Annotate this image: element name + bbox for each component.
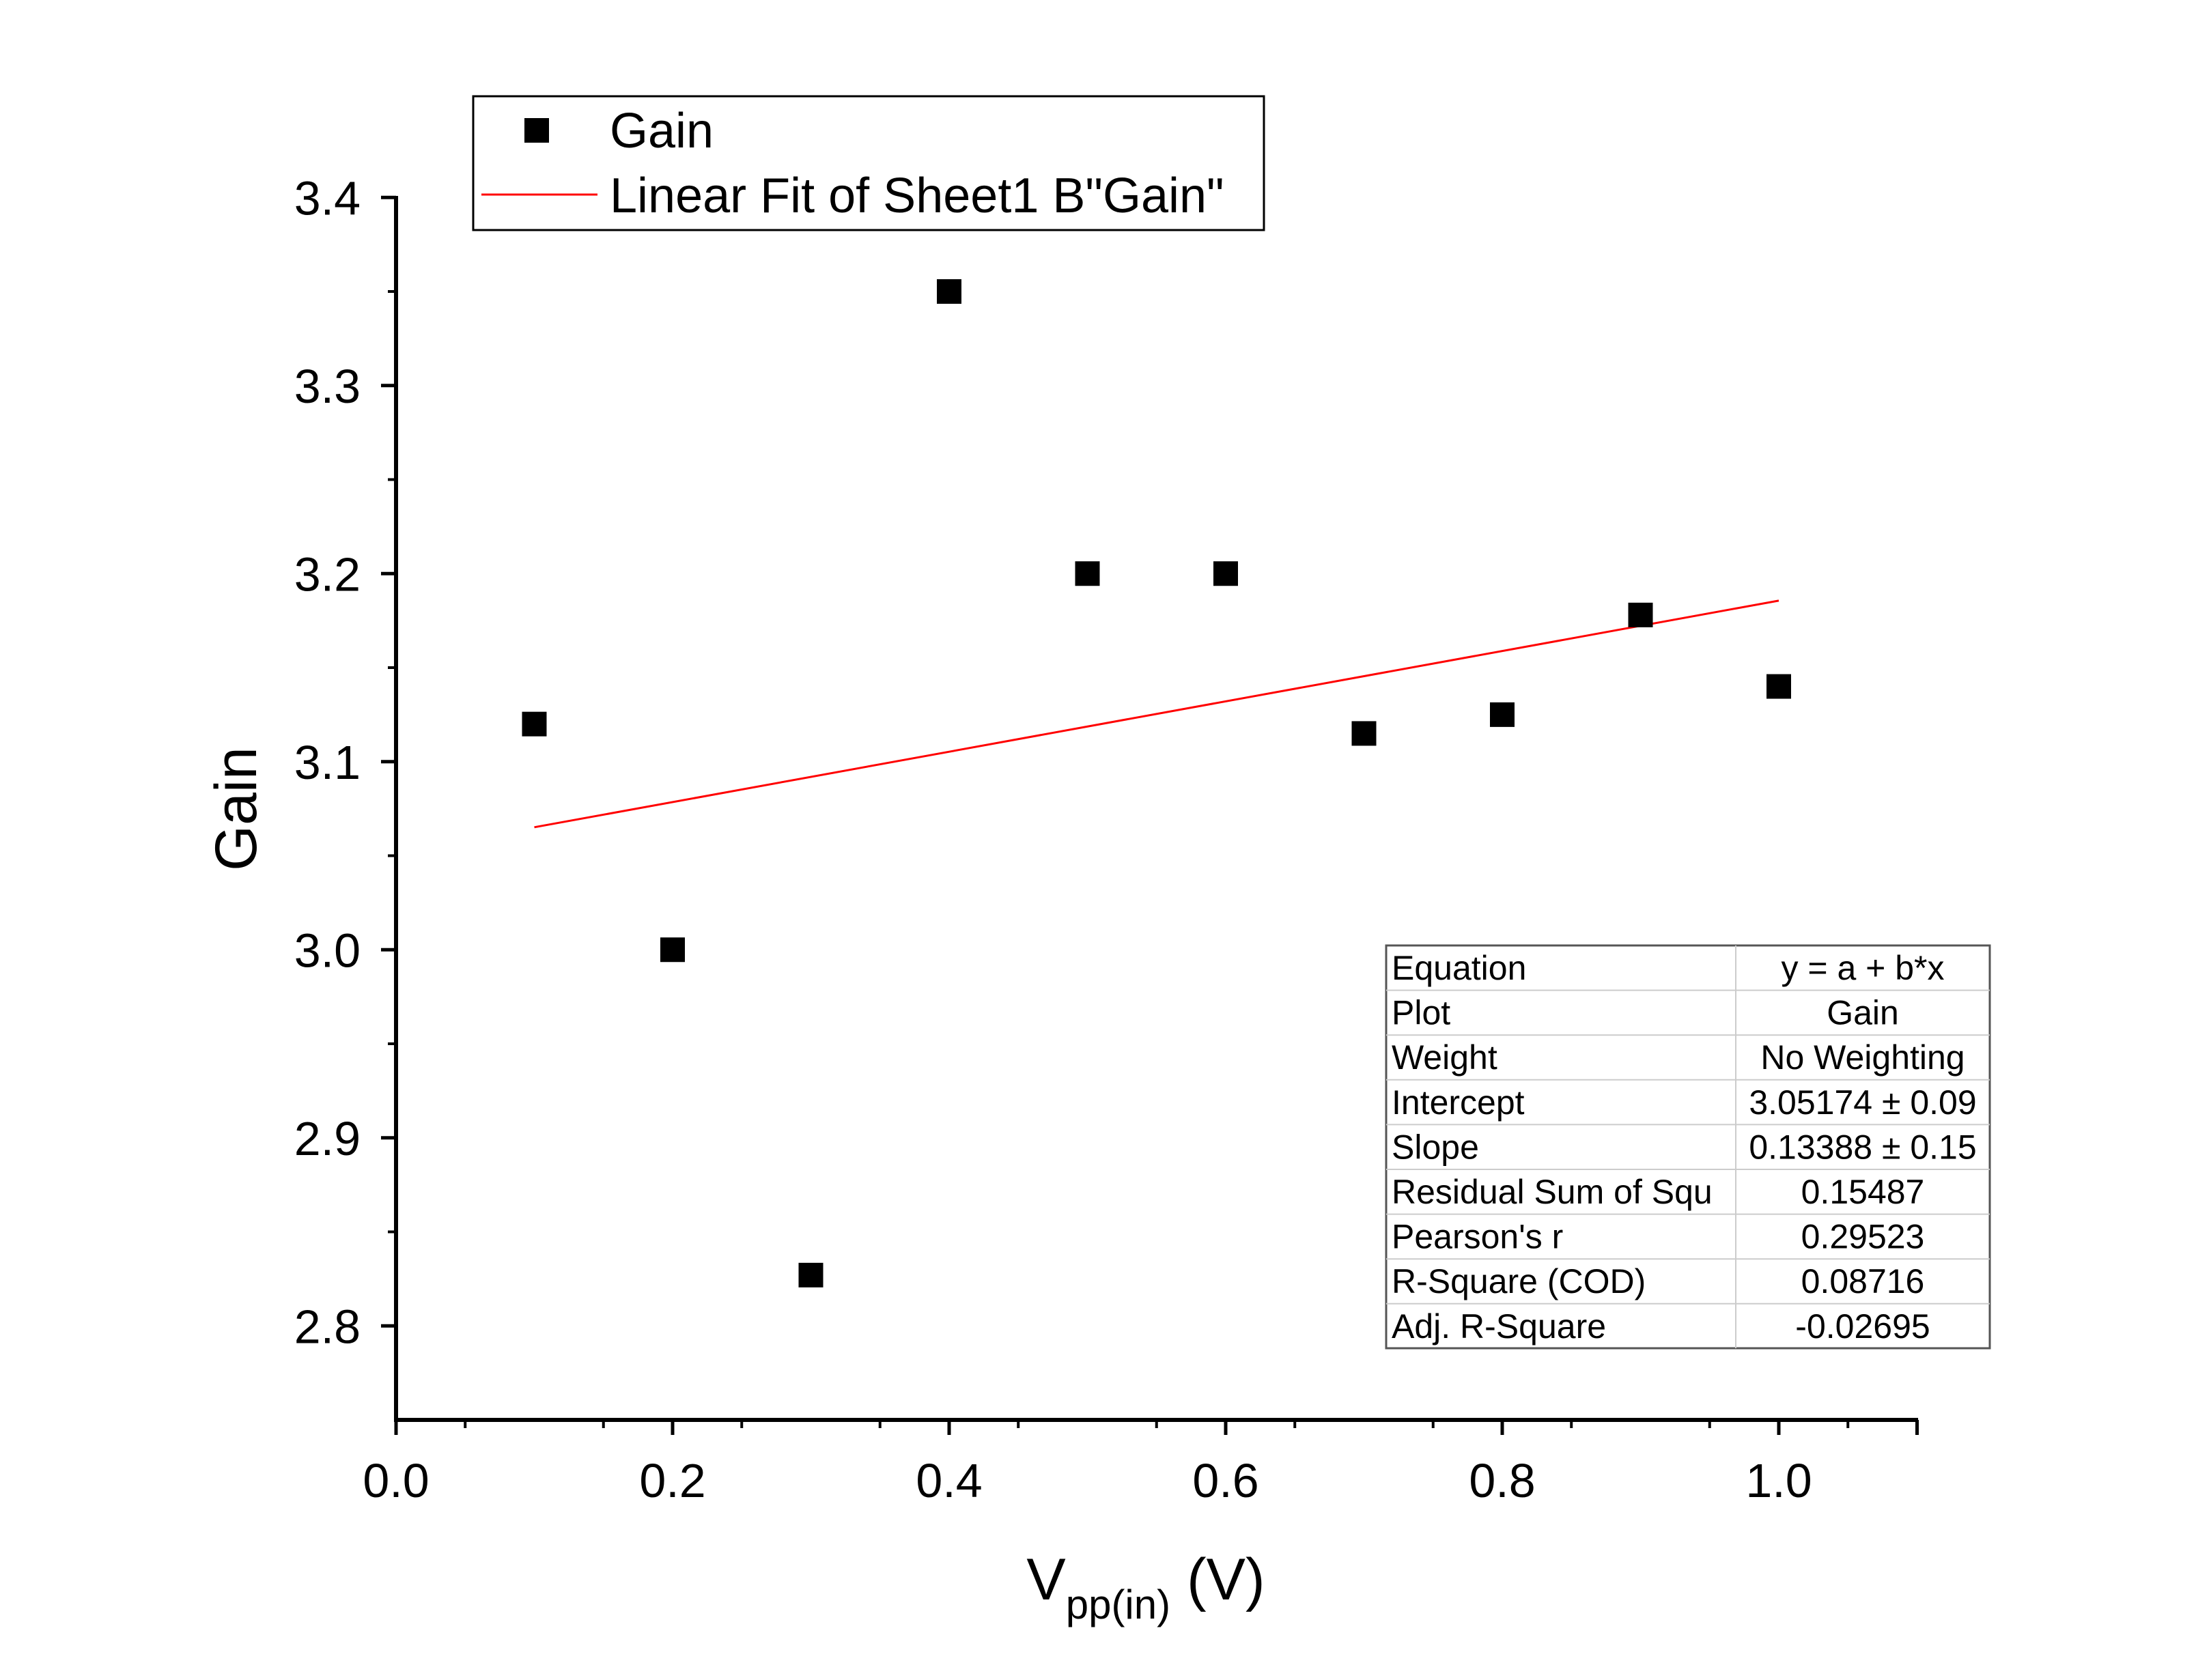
legend-box (472, 95, 1265, 231)
y-tick-label: 3.3 (294, 360, 361, 413)
stats-table-border (1385, 944, 1991, 1350)
data-point (937, 279, 961, 304)
data-point (1628, 602, 1653, 627)
y-ticks: 2.8 2.9 3.0 3.1 3.2 3.3 3.4 (294, 171, 396, 1353)
legend-marker-gain (524, 118, 549, 143)
stats-row-value: 0.08716 (1801, 1262, 1925, 1300)
data-points (522, 279, 1791, 1287)
data-point (1075, 561, 1100, 586)
linear-fit-line (534, 599, 1779, 829)
y-tick-label: 3.1 (294, 736, 361, 789)
stats-row-value: y = a + b*x (1781, 949, 1944, 987)
stats-table-rows: Equation y = a + b*x Plot Gain Weight No Weig… (1386, 949, 1990, 1346)
stats-row-label: Slope (1392, 1128, 1479, 1166)
stats-row-label: Intercept (1392, 1083, 1525, 1122)
y-tick-label: 3.4 (294, 171, 361, 225)
x-axis-title-unit: (V) (1170, 1547, 1265, 1612)
y-tick-label: 3.0 (294, 924, 361, 977)
stats-row-value: 3.05174 ± 0.09 (1749, 1083, 1976, 1122)
data-point (660, 937, 685, 963)
legend-label-gain: Gain (610, 104, 714, 158)
data-point (1213, 561, 1238, 586)
stats-row-label: Adj. R-Square (1392, 1307, 1606, 1346)
stats-row-label: R-Square (COD) (1392, 1262, 1646, 1300)
x-axis-title-subscript: pp(in) (1066, 1582, 1170, 1627)
legend: Gain Linear Fit of Sheet1 B"Gain" (472, 95, 1265, 231)
x-tick-label: 0.4 (916, 1454, 982, 1507)
stats-row-label: Equation (1392, 949, 1526, 987)
y-axis-title: Gain (203, 747, 269, 871)
fit-statistics-table: Equation y = a + b*x Plot Gain Weight No Weig… (1385, 944, 1991, 1350)
x-ticks: 0.0 0.2 0.4 0.6 0.8 1.0 (363, 1420, 1919, 1507)
stats-row-value: 0.29523 (1801, 1218, 1925, 1256)
data-point (522, 711, 547, 737)
fit-layer (534, 599, 1779, 829)
data-point (1766, 674, 1791, 699)
x-tick-label: 0.8 (1469, 1454, 1535, 1507)
y-tick-label: 3.2 (294, 547, 361, 601)
stats-row-value: 0.15487 (1801, 1173, 1925, 1211)
y-tick-label: 2.9 (294, 1112, 361, 1165)
x-tick-label: 0.2 (639, 1454, 705, 1507)
data-point (798, 1262, 824, 1287)
stats-row-value: No Weighting (1760, 1038, 1965, 1077)
x-tick-label: 1.0 (1745, 1454, 1812, 1507)
data-point (1490, 702, 1515, 727)
stats-row-label: Pearson's r (1392, 1218, 1563, 1256)
stats-row-value: -0.02695 (1795, 1307, 1930, 1346)
stats-row-label: Plot (1392, 994, 1450, 1032)
x-axis-title: Vpp(in) (V) (1026, 1547, 1265, 1627)
legend-label-fit: Linear Fit of Sheet1 B"Gain" (610, 169, 1224, 223)
x-axis-title-main: V (1026, 1547, 1065, 1612)
x-tick-label: 0.0 (363, 1454, 429, 1507)
x-tick-label: 0.6 (1192, 1454, 1258, 1507)
stats-row-value: 0.13388 ± 0.15 (1749, 1128, 1976, 1166)
y-tick-label: 2.8 (294, 1300, 361, 1353)
stats-row-label: Residual Sum of Squ (1392, 1173, 1713, 1211)
stats-row-label: Weight (1392, 1038, 1497, 1077)
stats-row-value: Gain (1827, 994, 1899, 1032)
data-point (1351, 721, 1377, 746)
